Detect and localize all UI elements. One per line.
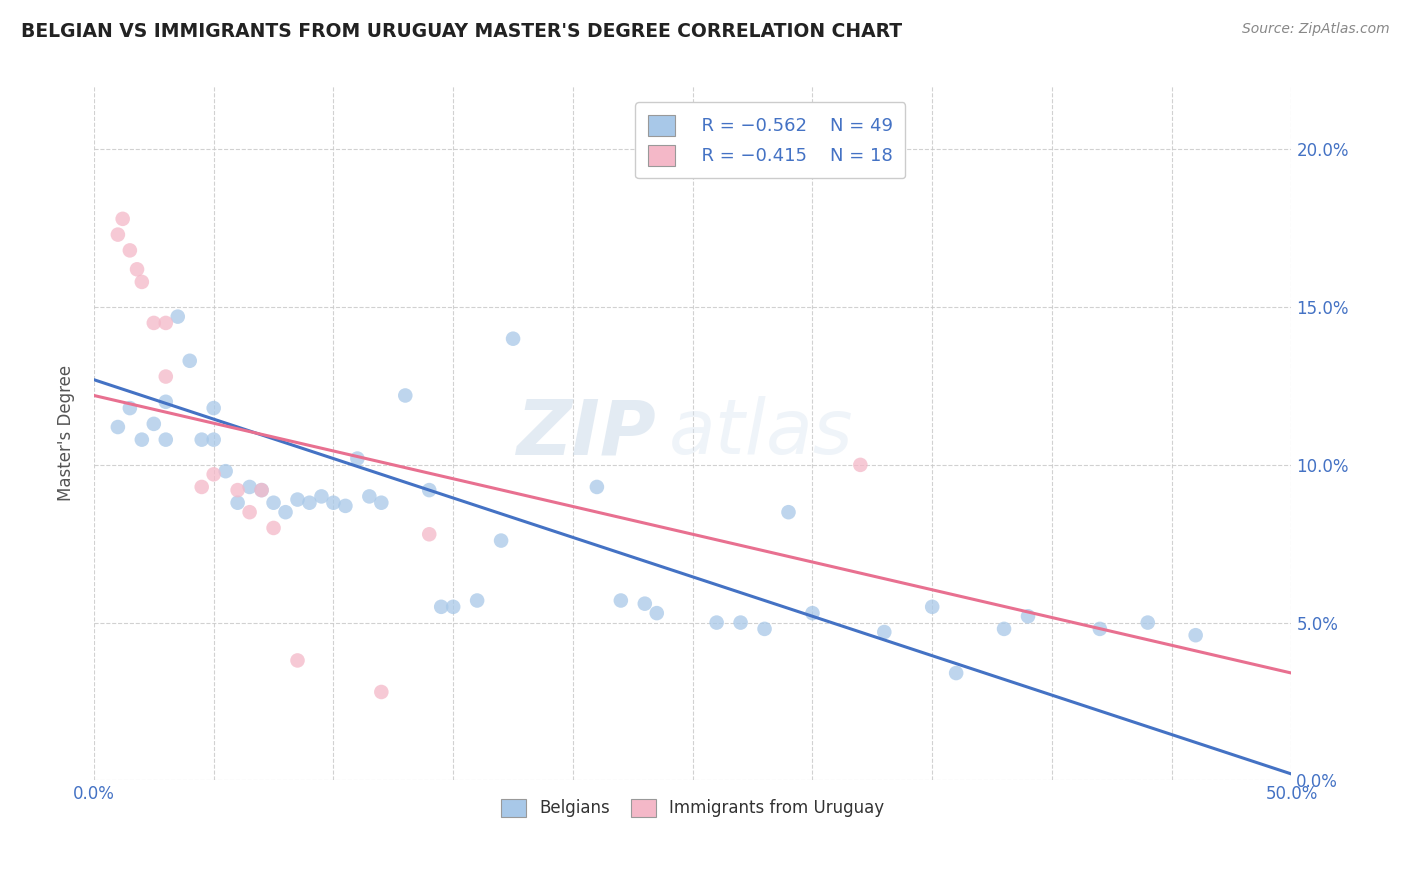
Point [118,401,141,416]
Point [873,625,896,640]
Point [214,464,236,478]
Y-axis label: Master's Degree: Master's Degree [58,365,75,501]
Text: BELGIAN VS IMMIGRANTS FROM URUGUAY MASTER'S DEGREE CORRELATION CHART: BELGIAN VS IMMIGRANTS FROM URUGUAY MASTE… [21,22,903,41]
Point [131,433,153,447]
Point [335,499,357,513]
Point [370,685,392,699]
Point [754,622,776,636]
Point [322,496,344,510]
Point [1017,609,1039,624]
Point [502,332,524,346]
Point [202,401,225,416]
Point [634,597,657,611]
Point [202,433,225,447]
Point [111,211,134,226]
Point [155,433,177,447]
Point [394,388,416,402]
Text: ZIP: ZIP [517,396,657,470]
Point [155,316,177,330]
Point [179,353,201,368]
Point [190,433,212,447]
Point [778,505,800,519]
Point [155,369,177,384]
Point [298,496,321,510]
Point [287,653,309,667]
Point [441,599,464,614]
Point [142,417,165,431]
Point [239,480,262,494]
Point [945,666,967,681]
Point [430,599,453,614]
Point [131,275,153,289]
Point [226,483,249,497]
Point [155,394,177,409]
Legend: Belgians, Immigrants from Uruguay: Belgians, Immigrants from Uruguay [495,792,890,824]
Point [239,505,262,519]
Point [849,458,872,472]
Point [274,505,297,519]
Point [118,244,141,258]
Point [226,496,249,510]
Point [142,316,165,330]
Point [1184,628,1206,642]
Point [921,599,943,614]
Point [346,451,368,466]
Point [586,480,609,494]
Text: atlas: atlas [669,396,853,470]
Point [263,521,285,535]
Point [107,420,129,434]
Point [489,533,512,548]
Point [250,483,273,497]
Point [107,227,129,242]
Point [993,622,1015,636]
Point [730,615,752,630]
Point [370,496,392,510]
Point [125,262,148,277]
Point [465,593,488,607]
Point [418,483,440,497]
Point [645,606,668,620]
Point [610,593,633,607]
Point [190,480,212,494]
Point [287,492,309,507]
Point [706,615,728,630]
Point [1088,622,1111,636]
Point [202,467,225,482]
Point [250,483,273,497]
Text: Source: ZipAtlas.com: Source: ZipAtlas.com [1241,22,1389,37]
Point [418,527,440,541]
Point [311,490,333,504]
Point [166,310,188,324]
Point [801,606,824,620]
Point [1136,615,1159,630]
Point [359,490,381,504]
Point [263,496,285,510]
